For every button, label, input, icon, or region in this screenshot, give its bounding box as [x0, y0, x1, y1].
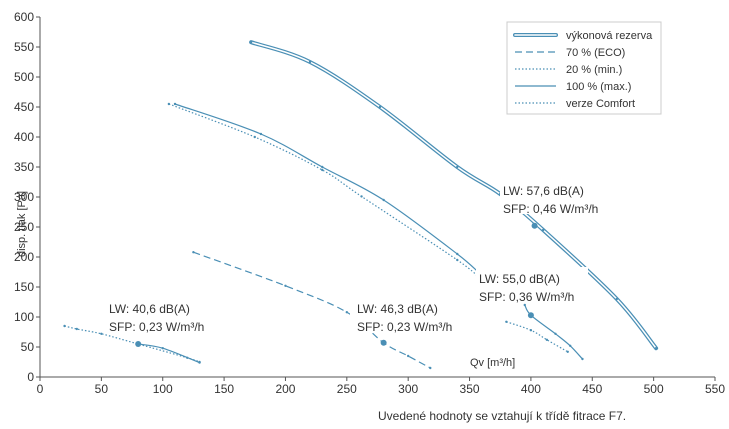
annotation-lw: LW: 40,6 dB(A)	[109, 302, 190, 316]
annotation-bg	[103, 297, 223, 333]
x-tick-label: 450	[582, 382, 602, 396]
x-tick-label: 200	[275, 382, 295, 396]
series-line-1-inner	[250, 41, 657, 349]
series-point	[554, 332, 557, 335]
series-point	[382, 198, 385, 202]
chart-annotations: LW: 40,6 dB(A) SFP: 0,23 W/m³/h LW: 46,3…	[103, 178, 616, 334]
series-line-8	[138, 343, 200, 364]
y-tick-label: 250	[14, 220, 34, 234]
series-point	[523, 303, 526, 307]
series-point	[63, 324, 66, 328]
annotation-lw: LW: 55,0 dB(A)	[479, 272, 560, 286]
series-point	[429, 366, 432, 370]
series-point	[167, 102, 171, 106]
series-point	[456, 252, 459, 256]
series-point	[75, 327, 79, 331]
x-tick-label: 0	[37, 382, 44, 396]
chart-legend: výkonová rezerva 70 % (ECO) 20 % (min.) 100…	[506, 21, 662, 115]
x-axis-title: Qv [m³/h]	[470, 357, 515, 369]
x-tick-label: 500	[644, 382, 664, 396]
y-tick-label: 450	[14, 100, 34, 114]
annotation-sfp: SFP: 0,23 W/m³/h	[109, 320, 204, 334]
legend-label-3: 20 % (min.)	[566, 64, 622, 76]
y-tick-label: 550	[14, 40, 34, 54]
series-point	[568, 344, 572, 347]
series-point	[566, 350, 569, 353]
operating-point-marker	[527, 312, 534, 319]
series-point	[192, 251, 195, 254]
y-tick-label: 50	[21, 340, 35, 354]
footnote: Uvedené hodnoty se vztahují k třídě fitr…	[378, 409, 627, 423]
series-point	[308, 60, 312, 64]
annotation-2: LW: 46,3 dB(A) SFP: 0,23 W/m³/h	[350, 297, 468, 334]
operating-point-marker	[135, 341, 142, 347]
y-tick-label: 200	[14, 250, 34, 264]
legend-label-4: 100 % (max.)	[566, 81, 631, 93]
annotation-sfp: SFP: 0,46 W/m³/h	[503, 202, 598, 216]
series-point	[529, 329, 533, 332]
series-point	[581, 357, 584, 361]
y-tick-label: 500	[14, 70, 34, 84]
x-tick-label: 300	[398, 382, 418, 396]
series-point	[198, 361, 201, 364]
annotation-bg	[500, 178, 616, 214]
x-tick-label: 350	[460, 382, 480, 396]
annotation-3: LW: 55,0 dB(A) SFP: 0,36 W/m³/h	[476, 267, 588, 304]
series-point	[253, 135, 256, 139]
x-tick-label: 100	[153, 382, 173, 396]
series-point	[321, 165, 324, 169]
series-point	[545, 338, 549, 341]
series-point	[249, 41, 253, 44]
annotation-lw: LW: 57,6 dB(A)	[503, 184, 584, 198]
annotation-sfp: SFP: 0,36 W/m³/h	[479, 290, 574, 304]
legend-label-5: verze Comfort	[566, 98, 635, 110]
series-point	[505, 320, 508, 323]
legend-label-1: výkonová rezerva	[566, 30, 653, 42]
series-point	[541, 228, 545, 232]
x-tick-label: 250	[337, 382, 357, 396]
annotation-1: LW: 40,6 dB(A) SFP: 0,23 W/m³/h	[103, 297, 223, 334]
series-point	[360, 195, 363, 198]
x-tick-label: 550	[705, 382, 725, 396]
series-point	[615, 297, 619, 301]
series-point	[406, 354, 410, 358]
y-tick-label: 150	[14, 280, 34, 294]
y-tick-label: 600	[14, 10, 34, 24]
y-tick-label: 400	[14, 130, 34, 144]
annotation-bg	[476, 267, 588, 303]
operating-point-marker	[531, 222, 538, 229]
series-point	[321, 168, 324, 172]
series-line-2	[174, 103, 501, 288]
series-point	[284, 284, 287, 287]
series-point	[161, 347, 164, 350]
series-point	[345, 311, 349, 314]
series-line-5	[506, 321, 569, 353]
legend-label-2: 70 % (ECO)	[566, 47, 625, 59]
series-point	[378, 105, 382, 109]
x-tick-label: 150	[214, 382, 234, 396]
series-line-7	[64, 325, 200, 363]
annotation-lw: LW: 46,3 dB(A)	[357, 302, 438, 316]
y-tick-label: 350	[14, 160, 34, 174]
series-point	[100, 332, 103, 335]
x-tick-label: 400	[521, 382, 541, 396]
legend-box	[506, 21, 662, 115]
series-point	[654, 347, 658, 350]
annotation-sfp: SFP: 0,23 W/m³/h	[357, 320, 452, 334]
y-tick-label: 100	[14, 310, 34, 324]
y-axis-title: disp. tlak [Pa]	[16, 191, 28, 257]
annotation-4: LW: 57,6 dB(A) SFP: 0,46 W/m³/h	[500, 178, 616, 216]
series-point	[456, 165, 459, 169]
series-point	[456, 258, 459, 262]
operating-points	[135, 222, 538, 347]
operating-point-marker	[380, 339, 387, 346]
y-tick-label: 300	[14, 190, 34, 204]
chart-axes: 0 50 100 150 200 250 300 350 400 450 500 550 0 50 100 1…	[14, 10, 725, 396]
y-tick-label: 0	[27, 370, 34, 384]
series-point	[259, 132, 263, 136]
annotation-bg	[350, 297, 468, 333]
x-tick-label: 50	[95, 382, 109, 396]
series-point	[173, 102, 177, 106]
